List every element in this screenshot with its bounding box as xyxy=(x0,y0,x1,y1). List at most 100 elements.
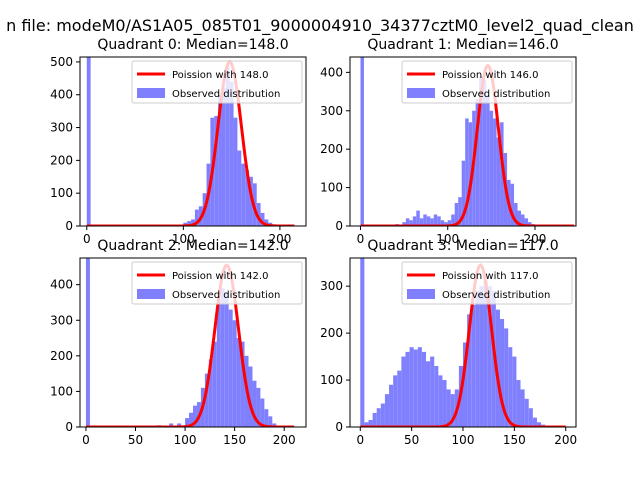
hist-bar xyxy=(376,408,381,427)
legend: Poission with 146.0 Observed distribution xyxy=(401,60,573,104)
hist-bar xyxy=(419,218,424,226)
hist-bar xyxy=(479,76,483,226)
legend-box xyxy=(401,261,573,305)
panel-title: Quadrant 0: Median=148.0 xyxy=(97,37,288,53)
hist-bar xyxy=(528,222,532,226)
x-tick-label: 100 xyxy=(452,433,475,447)
y-tick-label: 200 xyxy=(50,153,73,167)
hist-bar xyxy=(397,370,402,427)
hist-bar xyxy=(499,319,505,427)
hist-bar xyxy=(434,365,439,427)
y-tick-label: 0 xyxy=(65,420,73,434)
y-tick-label: 300 xyxy=(320,104,343,118)
hist-bar xyxy=(216,298,221,427)
y-tick-label: 100 xyxy=(50,186,73,200)
hist-bar xyxy=(191,219,195,226)
hist-bar xyxy=(225,65,230,226)
x-tick-label: 200 xyxy=(273,433,296,447)
hist-bar xyxy=(468,122,473,226)
hist-bar xyxy=(438,375,443,427)
legend: Poission with 142.0 Observed distribution xyxy=(131,261,303,305)
hist-bar xyxy=(264,409,269,427)
hist-bar xyxy=(241,163,246,226)
hist-bar xyxy=(475,290,480,427)
hist-bar xyxy=(183,222,188,226)
hist-bar xyxy=(461,160,466,226)
y-tick-label: 200 xyxy=(320,326,343,340)
hist-bar xyxy=(524,398,529,427)
x-tick-label: 0 xyxy=(82,433,90,447)
hist-bar xyxy=(268,416,273,427)
legend-hist-label: Observed distribution xyxy=(172,89,280,100)
legend-hist-label: Observed distribution xyxy=(442,290,550,301)
hist-bar xyxy=(240,341,245,427)
hist-bar xyxy=(389,384,394,427)
hist-bar xyxy=(218,94,222,226)
legend-hist-label: Observed distribution xyxy=(442,89,550,100)
hist-bar xyxy=(512,356,517,427)
legend: Poission with 117.0 Observed distribution xyxy=(401,261,573,305)
hist-bar xyxy=(249,176,253,226)
hist-bar xyxy=(412,216,417,226)
x-tick-label: 200 xyxy=(524,232,547,246)
poisson-curve xyxy=(85,263,295,427)
panel-title: Quadrant 3: Median=117.0 xyxy=(367,238,558,254)
x-tick-label: 200 xyxy=(268,232,291,246)
panel-quadrant-1: 0 100 200 0 100 200 300 400 Quadrant 1: Median=1… xyxy=(320,37,577,246)
y-tick-label: 200 xyxy=(50,349,73,363)
hist-bar xyxy=(446,389,451,427)
hist-bar xyxy=(212,341,217,427)
hist-bar xyxy=(228,309,233,427)
hist-bar xyxy=(185,418,190,427)
hist-bar xyxy=(467,314,472,427)
hist-bar xyxy=(440,220,445,226)
hist-bar xyxy=(236,338,241,427)
legend-hist-swatch xyxy=(407,88,435,98)
x-tick-label: 0 xyxy=(356,433,364,447)
hist-bar xyxy=(368,419,373,427)
hist-bar xyxy=(86,57,91,226)
hist-bar xyxy=(482,80,487,226)
hist-bar xyxy=(393,375,398,427)
y-tick-label: 100 xyxy=(320,373,343,387)
hist-bar xyxy=(471,304,476,427)
hist-bar xyxy=(256,203,261,226)
y-tick-label: 100 xyxy=(50,384,73,398)
hist-bar xyxy=(516,380,521,427)
poisson-curve xyxy=(86,60,295,226)
y-tick-label: 300 xyxy=(50,313,73,327)
legend-hist-label: Observed distribution xyxy=(172,290,280,301)
hist-bar xyxy=(430,218,434,226)
axes-frame xyxy=(349,56,577,227)
hist-bar xyxy=(451,214,455,226)
y-tick-label: 300 xyxy=(320,279,343,293)
hist-bar xyxy=(496,137,501,226)
hist-bar xyxy=(504,328,509,427)
axes-frame xyxy=(79,257,307,428)
plot-area xyxy=(360,57,575,226)
hist-bar xyxy=(500,122,504,226)
hist-bar xyxy=(528,408,533,427)
hist-bar xyxy=(360,258,365,427)
hist-bar xyxy=(193,405,197,427)
hist-bar xyxy=(220,288,225,427)
y-tick-label: 0 xyxy=(335,420,343,434)
y-tick-label: 0 xyxy=(335,219,343,233)
hist-bar xyxy=(463,342,468,427)
x-tick-label: 50 xyxy=(404,433,419,447)
x-tick-label: 100 xyxy=(172,232,195,246)
hist-bar xyxy=(430,356,435,427)
hist-bar xyxy=(233,117,238,226)
y-tick-label: 400 xyxy=(50,278,73,292)
hist-bar xyxy=(229,81,234,226)
hist-bar xyxy=(405,351,410,427)
hist-bar xyxy=(508,347,513,427)
panel-quadrant-3: 0 50 100 150 200 0 100 200 300 Quadrant 3: Median… xyxy=(320,238,577,447)
hist-bar xyxy=(264,219,269,226)
hist-bar xyxy=(260,398,265,427)
x-tick-label: 150 xyxy=(223,433,246,447)
hist-bar xyxy=(402,222,406,226)
y-tick-label: 400 xyxy=(320,65,343,79)
hist-bar xyxy=(245,170,250,226)
